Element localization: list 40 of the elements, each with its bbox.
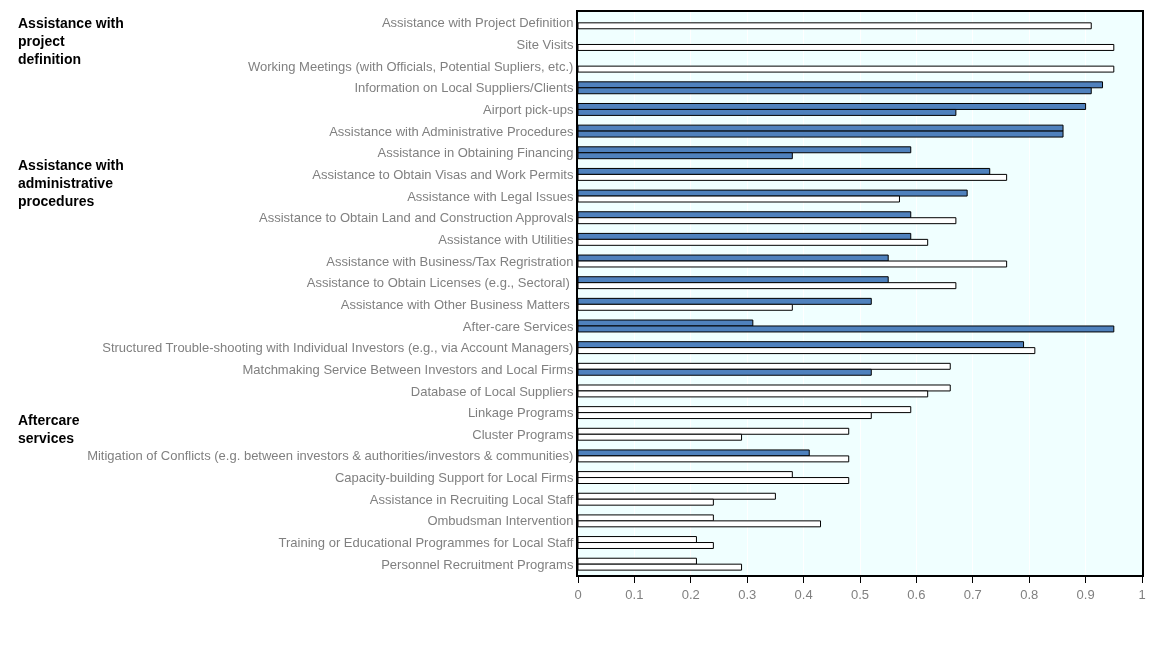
y-tick-label: Mitigation of Conflicts (e.g. between investors & authorities/investors & communities) — [87, 448, 574, 464]
x-tick-label: 0.8 — [1020, 586, 1039, 602]
x-tick-label: 0.2 — [681, 586, 700, 602]
y-tick-label: Assistance to Obtain Land and Construction Approvals — [259, 210, 574, 226]
x-tick-label: 1 — [1138, 586, 1146, 602]
text: Assistance with project definition — [18, 15, 124, 68]
x-tick-label: 0.7 — [963, 586, 982, 602]
y-tick-label: Assistance in Obtaining Financing — [377, 145, 574, 161]
y-tick-label: Capacity-building Support for Local Firms — [334, 470, 574, 486]
y-tick-label: Database of Local Suppliers — [410, 383, 574, 399]
y-tick-label: Assistance with Utilities — [438, 231, 574, 247]
x-tick-label: 0.3 — [738, 586, 757, 602]
y-tick-label: Information on Local Suppliers/Clients — [354, 80, 574, 96]
text: Aftercare services — [18, 412, 80, 447]
y-tick-label: Assistance with Legal Issues — [407, 188, 574, 204]
y-tick-label: Assistance to Obtain Licenses (e.g., Sectoral) — [306, 275, 574, 291]
y-tick-label: After-care Services — [462, 318, 574, 334]
y-tick-label: Site Visits — [516, 37, 574, 53]
y-tick-label: Assistance to Obtain Visas and Work Permits — [312, 166, 574, 182]
x-tick-label: 0.5 — [850, 586, 870, 602]
x-tick-label: 0.9 — [1076, 586, 1095, 602]
y-tick-label: Personnel Recruitment Programs — [381, 556, 574, 572]
y-tick-label: Assistance with Other Business Matters — [340, 296, 574, 312]
y-tick-label: Cluster Programs — [472, 426, 574, 442]
y-tick-label: Structured Trouble-shooting with Individual Investors (e.g., via Account Managers) — [102, 340, 574, 356]
y-tick-label: Assistance with Project Definition — [381, 15, 574, 31]
text: Assistance with administrative procedures — [18, 157, 124, 210]
x-tick-label: 0.6 — [907, 586, 926, 602]
y-tick-label: Working Meetings (with Officials, Potential Supliers, etc.) — [248, 58, 574, 74]
x-tick-label: 0.1 — [625, 586, 644, 602]
y-tick-label: Linkage Programs — [467, 405, 574, 421]
y-tick-label: Assistance with Administrative Procedures — [329, 123, 574, 139]
y-tick-label: Assistance with Business/Tax Regristration — [326, 253, 574, 269]
y-tick-label: Airport pick-ups — [483, 101, 574, 117]
x-tick-label: 0 — [574, 586, 582, 602]
y-tick-label: Training or Educational Programmes for Local Staff — [278, 535, 574, 551]
y-tick-label: Matchmaking Service Between Investors and Local Firms — [242, 361, 574, 377]
y-tick-label: Assistance in Recruiting Local Staff — [369, 491, 574, 507]
x-tick-label: 0.4 — [794, 586, 813, 602]
y-tick-label: Ombudsman Intervention — [427, 513, 574, 529]
